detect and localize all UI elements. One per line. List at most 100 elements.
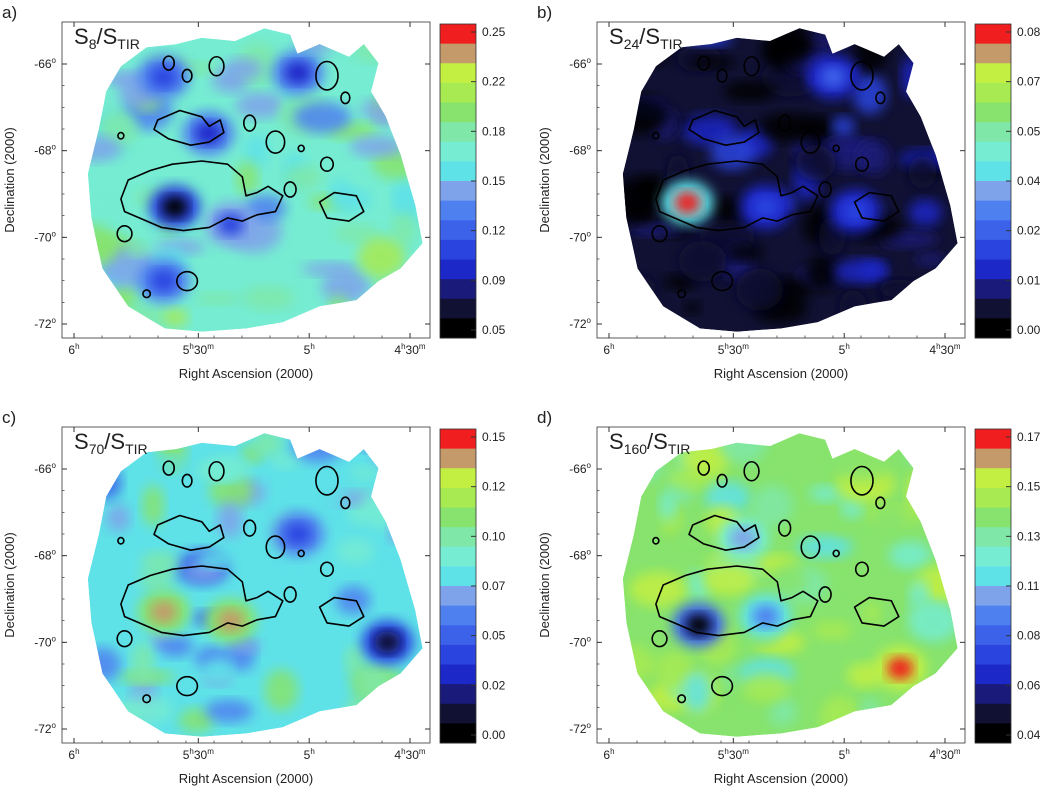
colorbar-cell xyxy=(975,605,1011,626)
colorbar-tick-label: 0.12 xyxy=(482,480,506,494)
contour xyxy=(853,191,900,222)
colorbar-cell xyxy=(440,468,476,489)
colorbar-cell xyxy=(440,220,476,241)
contour xyxy=(655,565,819,637)
map-blob xyxy=(217,213,244,236)
colorbar-tick-label: 0.12 xyxy=(482,224,506,238)
colorbar-cell xyxy=(440,181,476,202)
map-texture xyxy=(336,538,375,565)
contour xyxy=(283,181,297,198)
map-texture xyxy=(374,98,396,128)
map-texture xyxy=(622,95,670,135)
contour xyxy=(832,144,840,153)
map-image xyxy=(622,433,958,737)
map-texture xyxy=(162,308,188,328)
colorbar-cell xyxy=(440,318,476,339)
colorbar-cell xyxy=(975,566,1011,587)
contour xyxy=(117,131,125,140)
map-texture xyxy=(392,211,416,246)
colorbar-tick-label: 0.22 xyxy=(482,75,506,89)
colorbar-cell xyxy=(975,507,1011,528)
contour xyxy=(677,694,687,704)
contour xyxy=(265,535,286,559)
map-texture xyxy=(888,540,932,570)
map-texture xyxy=(820,695,860,737)
contour xyxy=(777,519,792,537)
map-texture xyxy=(723,80,777,102)
contour xyxy=(652,131,660,140)
colorbar-cell xyxy=(975,259,1011,280)
map-texture xyxy=(283,165,322,191)
map-texture xyxy=(933,470,957,495)
y-tick-label: -68o xyxy=(34,143,56,158)
map-texture xyxy=(763,28,813,67)
map-texture xyxy=(264,669,299,712)
colorbar-tick-label: 0.06 xyxy=(1017,678,1041,692)
contour xyxy=(743,55,760,77)
contour xyxy=(711,270,734,292)
colorbar-cell xyxy=(975,429,1011,450)
colorbar-cell xyxy=(975,487,1011,508)
colorbar-cell xyxy=(440,644,476,665)
contour xyxy=(142,289,152,299)
contour xyxy=(319,561,335,577)
map-texture xyxy=(625,455,649,482)
plot-frame xyxy=(61,426,431,744)
colorbar-tick-label: 0.08 xyxy=(1017,629,1041,643)
map-blob xyxy=(150,269,177,292)
contour xyxy=(697,55,711,71)
map-texture xyxy=(622,644,657,683)
colorbar-cell xyxy=(440,566,476,587)
y-tick-label: -70o xyxy=(34,634,56,649)
contours xyxy=(651,460,900,704)
colorbar-tick-label: 0.15 xyxy=(1017,480,1041,494)
contour xyxy=(297,549,305,558)
colorbar-tick-label: 0.15 xyxy=(482,174,506,188)
map-texture xyxy=(290,475,348,514)
map-blob xyxy=(820,66,846,88)
map-texture xyxy=(627,453,664,483)
map-texture xyxy=(629,571,687,607)
map-texture xyxy=(811,620,853,641)
x-tick-label: 5h30m xyxy=(718,342,750,357)
map-texture xyxy=(138,570,175,590)
map-texture xyxy=(736,268,783,311)
map-texture xyxy=(106,504,131,532)
map-texture xyxy=(203,658,233,684)
y-tick-label: -72o xyxy=(569,721,591,736)
y-axis-label: Declination (2000) xyxy=(2,127,17,233)
contour xyxy=(875,91,886,105)
colorbar-cell xyxy=(440,605,476,626)
colorbar-cell xyxy=(440,625,476,646)
colorbar-cell xyxy=(440,723,476,744)
map-texture xyxy=(654,650,695,689)
map-texture xyxy=(391,182,410,211)
y-axis-label: Declination (2000) xyxy=(537,127,552,233)
contour xyxy=(853,596,900,627)
map-texture xyxy=(397,28,416,52)
contour xyxy=(142,694,152,704)
map-texture xyxy=(87,690,105,706)
y-tick-label: -70o xyxy=(569,634,591,649)
contour xyxy=(688,514,760,551)
contour xyxy=(208,460,225,482)
colorbar-cell xyxy=(440,527,476,548)
contour xyxy=(116,225,133,243)
colorbar-tick-label: 0.05 xyxy=(1017,124,1041,138)
map-texture xyxy=(795,145,836,181)
panel-label: a) xyxy=(2,3,17,22)
map-texture xyxy=(194,292,240,305)
colorbar-tick-label: 0.25 xyxy=(482,25,506,39)
map-texture xyxy=(702,564,756,596)
y-tick-label: -70o xyxy=(569,229,591,244)
map-texture xyxy=(391,434,408,467)
colorbar-cell xyxy=(440,259,476,280)
map-texture xyxy=(263,554,309,584)
map-texture xyxy=(919,433,958,464)
map-texture xyxy=(659,489,677,522)
map-texture xyxy=(194,461,239,481)
contour xyxy=(651,630,668,648)
map-texture xyxy=(872,503,908,537)
map-texture xyxy=(158,635,194,658)
